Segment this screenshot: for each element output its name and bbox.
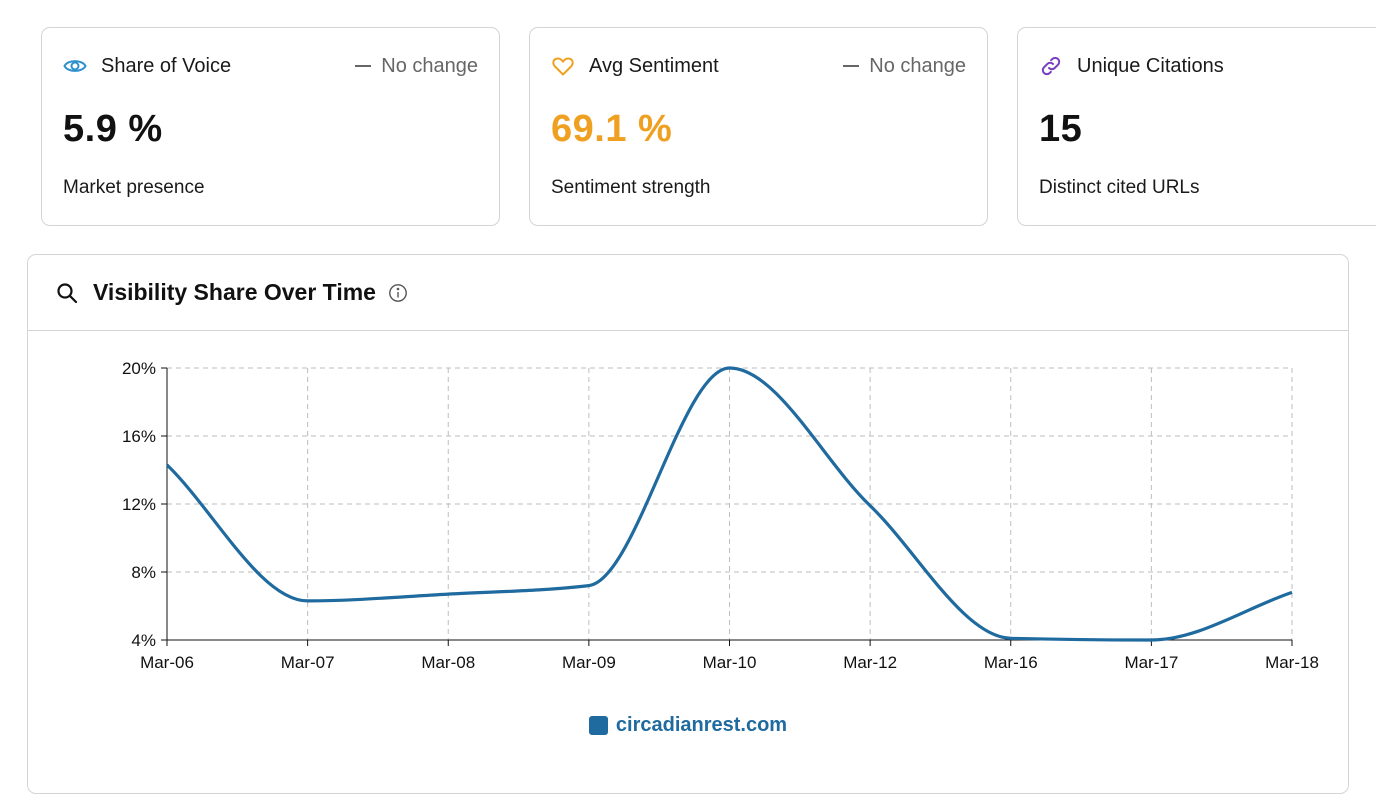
card-subtitle: Market presence (63, 177, 205, 198)
card-value: 69.1 % (551, 108, 673, 150)
change-label: No change (381, 54, 478, 77)
unique-citations-card: Unique Citations 15 Distinct cited URLs (1017, 27, 1376, 226)
y-tick-label: 16% (122, 427, 156, 446)
search-icon (55, 281, 79, 305)
change-indicator: No change (843, 55, 966, 78)
card-title: Share of Voice (101, 54, 232, 77)
x-tick-label: Mar-07 (281, 653, 335, 672)
eye-icon (63, 54, 87, 78)
y-tick-label: 8% (131, 563, 156, 582)
line-chart: 4% 8% 12% 16% 20% Mar-06 Mar-07 Mar-08 Mar-09 Mar… (122, 359, 1319, 672)
x-tick-label: Mar-12 (843, 653, 897, 672)
link-icon (1039, 54, 1063, 78)
card-title: Unique Citations (1077, 54, 1224, 77)
x-tick-label: Mar-06 (140, 653, 194, 672)
change-label: No change (869, 54, 966, 77)
x-tick-label: Mar-16 (984, 653, 1038, 672)
chart-legend[interactable]: circadianrest.com (28, 714, 1348, 737)
heart-icon (551, 54, 575, 78)
dash-icon (843, 65, 860, 67)
legend-swatch (588, 716, 608, 735)
y-tick-label: 12% (122, 495, 156, 514)
change-indicator: No change (355, 55, 478, 78)
x-tick-label: Mar-10 (703, 653, 757, 672)
avg-sentiment-card: Avg Sentiment No change 69.1 % Sentiment… (529, 27, 988, 226)
info-icon[interactable] (388, 283, 408, 303)
card-title: Avg Sentiment (589, 54, 719, 77)
card-subtitle: Distinct cited URLs (1039, 177, 1200, 198)
x-tick-label: Mar-08 (421, 653, 475, 672)
card-value: 5.9 % (63, 108, 163, 150)
series-line-circadianrest (165, 366, 1293, 642)
x-tick-label: Mar-18 (1265, 653, 1319, 672)
y-tick-label: 4% (131, 631, 156, 650)
x-tick-label: Mar-09 (562, 653, 616, 672)
card-value: 15 (1039, 108, 1083, 150)
card-subtitle: Sentiment strength (551, 177, 711, 198)
panel-header: Visibility Share Over Time (28, 255, 1348, 331)
visibility-chart-panel: Visibility Share Over Time 4% 8% 12% 16% 20%… (27, 254, 1349, 794)
legend-label: circadianrest.com (615, 714, 788, 736)
share-of-voice-card: Share of Voice No change 5.9 % Market pr… (41, 27, 500, 226)
dash-icon (355, 65, 372, 67)
x-tick-label: Mar-17 (1124, 653, 1178, 672)
y-tick-label: 20% (122, 359, 156, 378)
panel-title: Visibility Share Over Time (93, 279, 376, 305)
